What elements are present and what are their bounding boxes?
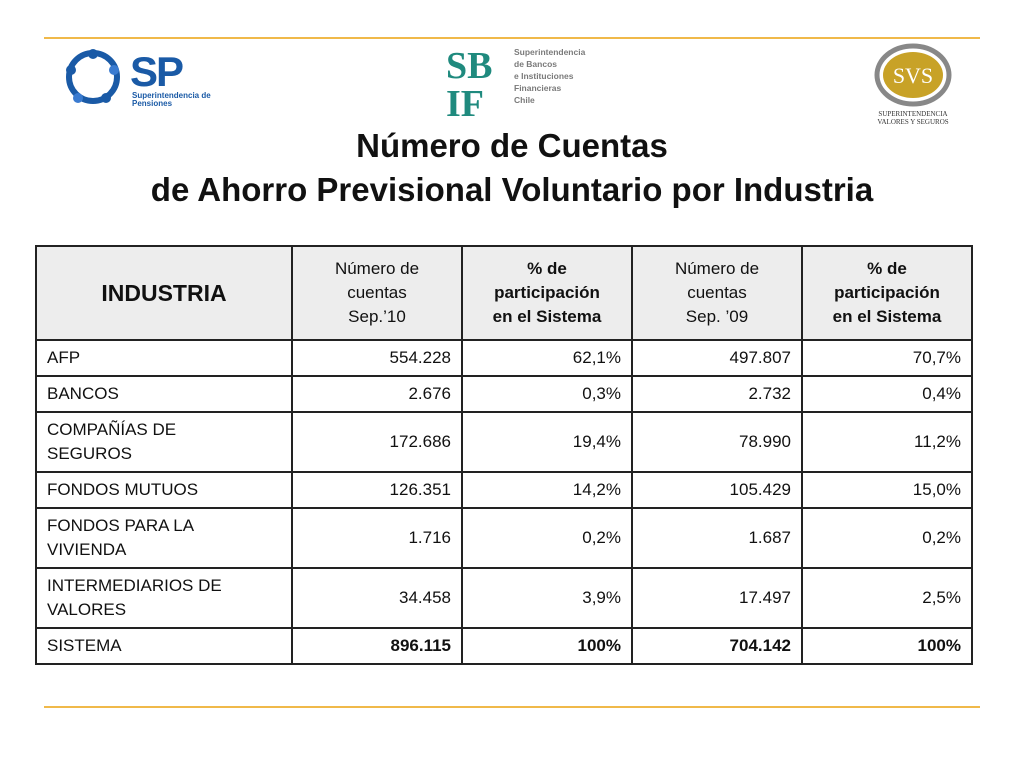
svg-text:IF: IF [446, 83, 484, 118]
header-participacion-sep10: % de participación en el Sistema [461, 245, 633, 341]
pct-sep09: 100% [801, 627, 973, 665]
header-participacion-sep09: % de participación en el Sistema [801, 245, 973, 341]
sp-letters: SP [130, 48, 184, 95]
cuentas-sep10: 34.458 [291, 567, 463, 629]
industry-name: COMPAÑÍAS DE SEGUROS [35, 411, 293, 473]
table-row: INTERMEDIARIOS DE VALORES 34.458 3,9% 17.… [35, 567, 973, 629]
sbif-line: e Instituciones [514, 71, 574, 81]
cuentas-sep09: 497.807 [631, 339, 803, 377]
svs-name-text: SUPERINTENDENCIA VALORES Y SEGUROS [870, 110, 956, 126]
svs-emblem-icon: SVS [874, 43, 952, 107]
cuentas-sep10: 896.115 [291, 627, 463, 665]
table-row: BANCOS 2.676 0,3% 2.732 0,4% [35, 375, 973, 413]
cuentas-sep10: 2.676 [291, 375, 463, 413]
sbif-line: Superintendencia [514, 47, 586, 57]
header-cuentas-sep10: Número de cuentas Sep.’10 [291, 245, 463, 341]
sp-figures-icon [66, 49, 120, 104]
pct-sep09: 70,7% [801, 339, 973, 377]
pct-sep10: 100% [461, 627, 633, 665]
pct-sep09: 0,2% [801, 507, 973, 569]
industry-accounts-table: INDUSTRIA Número de cuentas Sep.’10 % de… [35, 245, 973, 665]
top-divider [44, 37, 980, 39]
pct-sep10: 0,3% [461, 375, 633, 413]
cuentas-sep10: 1.716 [291, 507, 463, 569]
bottom-divider [44, 706, 980, 708]
cuentas-sep09: 1.687 [631, 507, 803, 569]
cuentas-sep09: 704.142 [631, 627, 803, 665]
pct-sep10: 0,2% [461, 507, 633, 569]
table-row: FONDOS PARA LA VIVIENDA 1.716 0,2% 1.687 … [35, 507, 973, 569]
table-row: COMPAÑÍAS DE SEGUROS 172.686 19,4% 78.990… [35, 411, 973, 473]
svg-text:SB: SB [446, 45, 492, 87]
pct-sep10: 3,9% [461, 567, 633, 629]
pct-sep09: 15,0% [801, 471, 973, 509]
title-line-1: Número de Cuentas [356, 127, 668, 164]
page-title: Número de Cuentas de Ahorro Previsional … [0, 124, 1024, 212]
title-line-2: de Ahorro Previsional Voluntario por Ind… [150, 171, 874, 208]
sbif-line: de Bancos [514, 59, 557, 69]
svg-text:SVS: SVS [893, 63, 933, 88]
table-total-row: SISTEMA 896.115 100% 704.142 100% [35, 627, 973, 665]
table-row: AFP 554.228 62,1% 497.807 70,7% [35, 339, 973, 377]
svs-logo: SVS SUPERINTENDENCIA VALORES Y SEGUROS [870, 42, 956, 132]
table-row: FONDOS MUTUOS 126.351 14,2% 105.429 15,0… [35, 471, 973, 509]
industry-name: FONDOS MUTUOS [35, 471, 293, 509]
sbif-name-text: Superintendencia de Bancos e Institucion… [514, 46, 585, 106]
sp-subtitle: Superintendencia de Pensiones [132, 91, 211, 108]
industry-name: INTERMEDIARIOS DE VALORES [35, 567, 293, 629]
cuentas-sep09: 105.429 [631, 471, 803, 509]
industry-name: AFP [35, 339, 293, 377]
header-industria: INDUSTRIA [35, 245, 293, 341]
cuentas-sep09: 2.732 [631, 375, 803, 413]
pct-sep09: 2,5% [801, 567, 973, 629]
pct-sep09: 11,2% [801, 411, 973, 473]
header-cuentas-sep09: Número de cuentas Sep. ’09 [631, 245, 803, 341]
sbif-line: Chile [514, 95, 535, 105]
svs-line: SUPERINTENDENCIA [878, 110, 948, 118]
cuentas-sep09: 78.990 [631, 411, 803, 473]
cuentas-sep10: 172.686 [291, 411, 463, 473]
sp-logo: SP Superintendencia de Pensiones [58, 42, 218, 112]
sbif-logo: SB IF Superintendencia de Bancos e Insti… [446, 44, 586, 118]
industry-name: FONDOS PARA LA VIVIENDA [35, 507, 293, 569]
cuentas-sep10: 126.351 [291, 471, 463, 509]
cuentas-sep10: 554.228 [291, 339, 463, 377]
pct-sep10: 62,1% [461, 339, 633, 377]
pct-sep10: 19,4% [461, 411, 633, 473]
pct-sep10: 14,2% [461, 471, 633, 509]
sbif-line: Financieras [514, 83, 562, 93]
sbif-letters-icon: SB IF [446, 45, 492, 118]
pct-sep09: 0,4% [801, 375, 973, 413]
svs-line: VALORES Y SEGUROS [877, 118, 949, 126]
table-header-row: INDUSTRIA Número de cuentas Sep.’10 % de… [35, 245, 973, 341]
cuentas-sep09: 17.497 [631, 567, 803, 629]
industry-name: SISTEMA [35, 627, 293, 665]
industry-name: BANCOS [35, 375, 293, 413]
